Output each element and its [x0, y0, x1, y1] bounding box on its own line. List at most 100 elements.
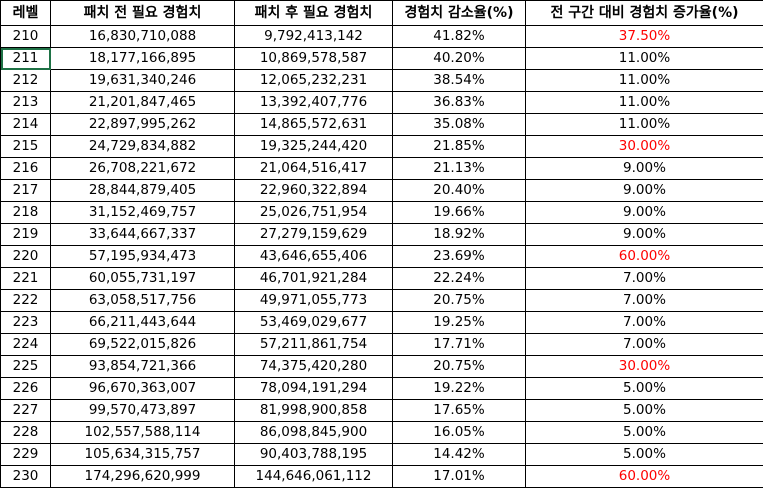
cell-before-exp[interactable]: 28,844,879,405: [51, 180, 235, 202]
cell-level[interactable]: 224: [1, 334, 51, 356]
cell-level[interactable]: 222: [1, 290, 51, 312]
header-decrease-rate[interactable]: 경험치 감소율(%): [393, 1, 526, 26]
cell-before-exp[interactable]: 33,644,667,337: [51, 224, 235, 246]
cell-level[interactable]: 217: [1, 180, 51, 202]
cell-decrease-rate[interactable]: 19.25%: [393, 312, 526, 334]
cell-increase-rate[interactable]: 30.00%: [526, 136, 763, 158]
cell-after-exp[interactable]: 9,792,413,142: [235, 26, 393, 48]
cell-before-exp[interactable]: 24,729,834,882: [51, 136, 235, 158]
cell-level[interactable]: 210: [1, 26, 51, 48]
cell-before-exp[interactable]: 60,055,731,197: [51, 268, 235, 290]
cell-after-exp[interactable]: 22,960,322,894: [235, 180, 393, 202]
cell-increase-rate[interactable]: 11.00%: [526, 114, 763, 136]
cell-decrease-rate[interactable]: 36.83%: [393, 92, 526, 114]
cell-after-exp[interactable]: 10,869,578,587: [235, 48, 393, 70]
cell-before-exp[interactable]: 93,854,721,366: [51, 356, 235, 378]
header-increase-rate[interactable]: 전 구간 대비 경험치 증가율(%): [526, 1, 763, 26]
cell-after-exp[interactable]: 144,646,061,112: [235, 466, 393, 488]
cell-increase-rate[interactable]: 5.00%: [526, 444, 763, 466]
cell-before-exp[interactable]: 69,522,015,826: [51, 334, 235, 356]
cell-decrease-rate[interactable]: 20.75%: [393, 290, 526, 312]
cell-decrease-rate[interactable]: 17.65%: [393, 400, 526, 422]
cell-level[interactable]: 230: [1, 466, 51, 488]
cell-increase-rate[interactable]: 11.00%: [526, 48, 763, 70]
cell-increase-rate[interactable]: 60.00%: [526, 466, 763, 488]
cell-increase-rate[interactable]: 7.00%: [526, 312, 763, 334]
cell-decrease-rate[interactable]: 18.92%: [393, 224, 526, 246]
cell-level[interactable]: 212: [1, 70, 51, 92]
cell-decrease-rate[interactable]: 17.71%: [393, 334, 526, 356]
header-before-exp[interactable]: 패치 전 필요 경험치: [51, 1, 235, 26]
cell-decrease-rate[interactable]: 38.54%: [393, 70, 526, 92]
cell-before-exp[interactable]: 99,570,473,897: [51, 400, 235, 422]
cell-increase-rate[interactable]: 9.00%: [526, 224, 763, 246]
cell-decrease-rate[interactable]: 40.20%: [393, 48, 526, 70]
cell-increase-rate[interactable]: 5.00%: [526, 378, 763, 400]
cell-after-exp[interactable]: 25,026,751,954: [235, 202, 393, 224]
cell-increase-rate[interactable]: 30.00%: [526, 356, 763, 378]
cell-decrease-rate[interactable]: 22.24%: [393, 268, 526, 290]
cell-after-exp[interactable]: 19,325,244,420: [235, 136, 393, 158]
cell-increase-rate[interactable]: 11.00%: [526, 70, 763, 92]
cell-before-exp[interactable]: 63,058,517,756: [51, 290, 235, 312]
cell-after-exp[interactable]: 43,646,655,406: [235, 246, 393, 268]
cell-increase-rate[interactable]: 7.00%: [526, 334, 763, 356]
cell-decrease-rate[interactable]: 21.85%: [393, 136, 526, 158]
cell-before-exp[interactable]: 105,634,315,757: [51, 444, 235, 466]
cell-increase-rate[interactable]: 60.00%: [526, 246, 763, 268]
cell-level[interactable]: 211: [1, 48, 51, 70]
cell-level[interactable]: 225: [1, 356, 51, 378]
cell-before-exp[interactable]: 96,670,363,007: [51, 378, 235, 400]
cell-increase-rate[interactable]: 11.00%: [526, 92, 763, 114]
cell-after-exp[interactable]: 49,971,055,773: [235, 290, 393, 312]
cell-level[interactable]: 213: [1, 92, 51, 114]
cell-level[interactable]: 218: [1, 202, 51, 224]
cell-increase-rate[interactable]: 5.00%: [526, 400, 763, 422]
cell-before-exp[interactable]: 66,211,443,644: [51, 312, 235, 334]
cell-level[interactable]: 215: [1, 136, 51, 158]
cell-level[interactable]: 220: [1, 246, 51, 268]
cell-decrease-rate[interactable]: 16.05%: [393, 422, 526, 444]
cell-before-exp[interactable]: 26,708,221,672: [51, 158, 235, 180]
cell-decrease-rate[interactable]: 20.40%: [393, 180, 526, 202]
cell-decrease-rate[interactable]: 19.66%: [393, 202, 526, 224]
cell-after-exp[interactable]: 78,094,191,294: [235, 378, 393, 400]
cell-level[interactable]: 219: [1, 224, 51, 246]
cell-level[interactable]: 214: [1, 114, 51, 136]
cell-level[interactable]: 226: [1, 378, 51, 400]
cell-before-exp[interactable]: 174,296,620,999: [51, 466, 235, 488]
cell-after-exp[interactable]: 74,375,420,280: [235, 356, 393, 378]
cell-after-exp[interactable]: 46,701,921,284: [235, 268, 393, 290]
cell-increase-rate[interactable]: 37.50%: [526, 26, 763, 48]
cell-decrease-rate[interactable]: 17.01%: [393, 466, 526, 488]
cell-increase-rate[interactable]: 7.00%: [526, 268, 763, 290]
cell-after-exp[interactable]: 14,865,572,631: [235, 114, 393, 136]
cell-increase-rate[interactable]: 9.00%: [526, 202, 763, 224]
cell-after-exp[interactable]: 12,065,232,231: [235, 70, 393, 92]
cell-before-exp[interactable]: 22,897,995,262: [51, 114, 235, 136]
cell-decrease-rate[interactable]: 14.42%: [393, 444, 526, 466]
cell-before-exp[interactable]: 16,830,710,088: [51, 26, 235, 48]
cell-level[interactable]: 228: [1, 422, 51, 444]
cell-after-exp[interactable]: 81,998,900,858: [235, 400, 393, 422]
cell-level[interactable]: 221: [1, 268, 51, 290]
cell-decrease-rate[interactable]: 20.75%: [393, 356, 526, 378]
cell-after-exp[interactable]: 13,392,407,776: [235, 92, 393, 114]
header-after-exp[interactable]: 패치 후 필요 경험치: [235, 1, 393, 26]
cell-increase-rate[interactable]: 9.00%: [526, 180, 763, 202]
cell-decrease-rate[interactable]: 21.13%: [393, 158, 526, 180]
cell-after-exp[interactable]: 27,279,159,629: [235, 224, 393, 246]
cell-before-exp[interactable]: 19,631,340,246: [51, 70, 235, 92]
cell-after-exp[interactable]: 86,098,845,900: [235, 422, 393, 444]
cell-before-exp[interactable]: 18,177,166,895: [51, 48, 235, 70]
cell-decrease-rate[interactable]: 41.82%: [393, 26, 526, 48]
cell-before-exp[interactable]: 31,152,469,757: [51, 202, 235, 224]
cell-level[interactable]: 216: [1, 158, 51, 180]
header-level[interactable]: 레벨: [1, 1, 51, 26]
cell-decrease-rate[interactable]: 19.22%: [393, 378, 526, 400]
cell-after-exp[interactable]: 21,064,516,417: [235, 158, 393, 180]
cell-increase-rate[interactable]: 7.00%: [526, 290, 763, 312]
cell-before-exp[interactable]: 57,195,934,473: [51, 246, 235, 268]
cell-increase-rate[interactable]: 9.00%: [526, 158, 763, 180]
cell-level[interactable]: 229: [1, 444, 51, 466]
